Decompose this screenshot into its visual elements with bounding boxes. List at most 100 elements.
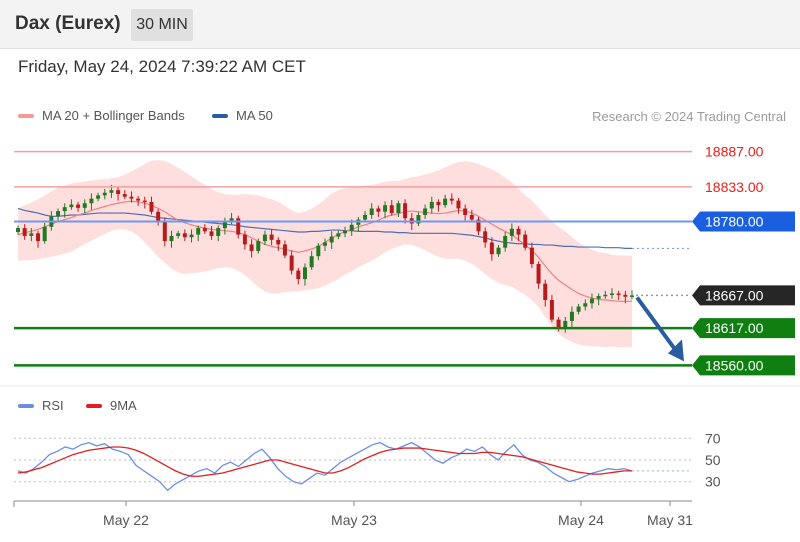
- candle-body: [102, 192, 107, 196]
- candle-body: [436, 201, 441, 206]
- candle-body: [62, 207, 67, 212]
- candle-body: [129, 196, 134, 199]
- candle-body: [116, 190, 121, 195]
- candle-body: [543, 283, 548, 300]
- level-label: 18617.00: [705, 320, 764, 336]
- candle: [329, 231, 334, 249]
- candle-body: [222, 221, 227, 229]
- candle-body: [56, 211, 61, 217]
- candle: [269, 229, 274, 246]
- candle-body: [389, 205, 394, 214]
- candle: [343, 226, 348, 238]
- candle: [56, 208, 61, 222]
- candle-body: [630, 295, 634, 297]
- candle-body: [22, 228, 27, 236]
- candle-body: [229, 218, 234, 222]
- candle: [316, 243, 321, 261]
- rsi-line: [17, 441, 633, 492]
- candle-body: [536, 264, 541, 284]
- candle-body: [443, 198, 448, 206]
- candle: [623, 290, 628, 304]
- instrument-title: Dax (Eurex): [15, 13, 121, 34]
- candle-body: [363, 215, 368, 220]
- candle: [89, 193, 94, 210]
- candle-body: [189, 234, 194, 238]
- candle: [309, 250, 314, 270]
- candle: [42, 222, 47, 244]
- candle: [22, 224, 27, 240]
- candle: [549, 294, 554, 323]
- candle-body: [323, 242, 327, 246]
- candle: [196, 225, 201, 242]
- candle: [436, 199, 441, 212]
- candle: [616, 290, 621, 300]
- x-tick-label: May 24: [558, 512, 604, 528]
- candle: [596, 293, 601, 306]
- candle: [449, 193, 454, 205]
- candle: [396, 200, 401, 217]
- candle-body: [589, 298, 594, 304]
- candle: [563, 317, 568, 333]
- candle-body: [216, 228, 221, 236]
- rsi-swatch: [18, 403, 34, 408]
- level-label: 18560.00: [705, 357, 764, 373]
- legend-9ma: 9MA: [86, 398, 137, 413]
- ma50-line: [17, 207, 632, 249]
- price-levels: 18887.00 18833.00 18780.00 18667.00 18617.00…: [14, 144, 795, 376]
- candle-body: [289, 255, 294, 271]
- candle: [569, 306, 574, 328]
- rsi-tick-label: 70: [705, 430, 721, 446]
- interval-button[interactable]: 30 MIN: [131, 9, 193, 41]
- candle: [296, 267, 301, 285]
- candle-body: [336, 233, 341, 237]
- candle: [403, 199, 408, 224]
- candle-body: [209, 231, 214, 236]
- candle: [589, 293, 594, 309]
- rsi-tick-30: 30: [14, 474, 721, 490]
- level-label: 18780.00: [705, 214, 764, 230]
- candle-body: [69, 204, 74, 208]
- candle-body: [383, 205, 388, 212]
- candle: [209, 226, 214, 240]
- level-tag: [692, 285, 795, 306]
- candle: [363, 211, 368, 223]
- candle-body: [416, 215, 421, 224]
- candle-body: [76, 204, 81, 208]
- rsi-tick-70: 70: [14, 430, 721, 446]
- legend-rsi: RSI: [18, 398, 64, 413]
- candle-body: [549, 300, 554, 320]
- legend-9ma-label: 9MA: [110, 398, 137, 413]
- x-tick: May 24: [558, 501, 604, 528]
- ma9-line: [17, 446, 632, 477]
- candle-body: [469, 215, 474, 220]
- rsi-tick-label: 50: [705, 452, 721, 468]
- level-18617.00: 18617.00: [14, 318, 795, 339]
- candle-body: [169, 235, 174, 242]
- x-tick-label: May 22: [103, 512, 149, 528]
- candle-body: [156, 211, 161, 222]
- candle: [476, 216, 481, 236]
- candle: [176, 230, 181, 239]
- candle-body: [609, 293, 614, 295]
- candle: [149, 196, 154, 215]
- level-label: 18887.00: [705, 144, 764, 160]
- candle-body: [489, 242, 494, 255]
- legend-ma50: MA 50: [212, 108, 273, 123]
- candle: [249, 239, 254, 258]
- candle: [389, 199, 394, 216]
- candle-body: [509, 228, 514, 236]
- candle-body: [36, 233, 41, 242]
- candle-body: [242, 234, 247, 245]
- candle: [443, 194, 448, 208]
- candles: [16, 184, 634, 333]
- legend-ma20-label: MA 20 + Bollinger Bands: [42, 108, 185, 123]
- candle-body: [463, 208, 468, 215]
- candle: [256, 238, 261, 254]
- candle: [630, 290, 634, 300]
- candle-body: [563, 320, 568, 328]
- candle: [603, 290, 608, 299]
- candle-body: [349, 224, 354, 231]
- candle-body: [483, 231, 488, 243]
- candle-body: [202, 228, 207, 232]
